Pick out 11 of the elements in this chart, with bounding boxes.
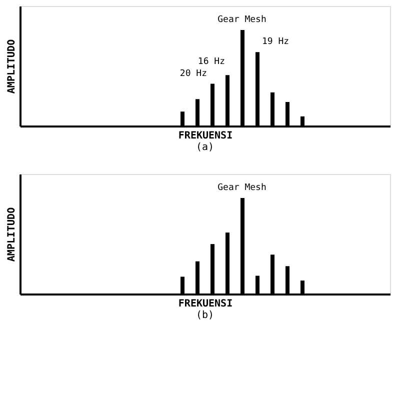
annotation: 20 Hz <box>180 69 207 79</box>
x-axis-title: FREKUENSI <box>178 298 233 310</box>
annotation: 16 Hz <box>198 57 225 67</box>
text: (a) <box>196 142 214 153</box>
text: (b) <box>196 310 214 321</box>
text: Gear Mesh <box>218 183 266 193</box>
y-axis-title: AMPLITUDO <box>6 39 18 94</box>
annotation: 19 Hz <box>262 37 290 47</box>
x-axis-title: FREKUENSI <box>178 130 233 142</box>
y-axis-title: AMPLITUDO <box>6 207 18 262</box>
text: Gear Mesh <box>218 15 266 25</box>
